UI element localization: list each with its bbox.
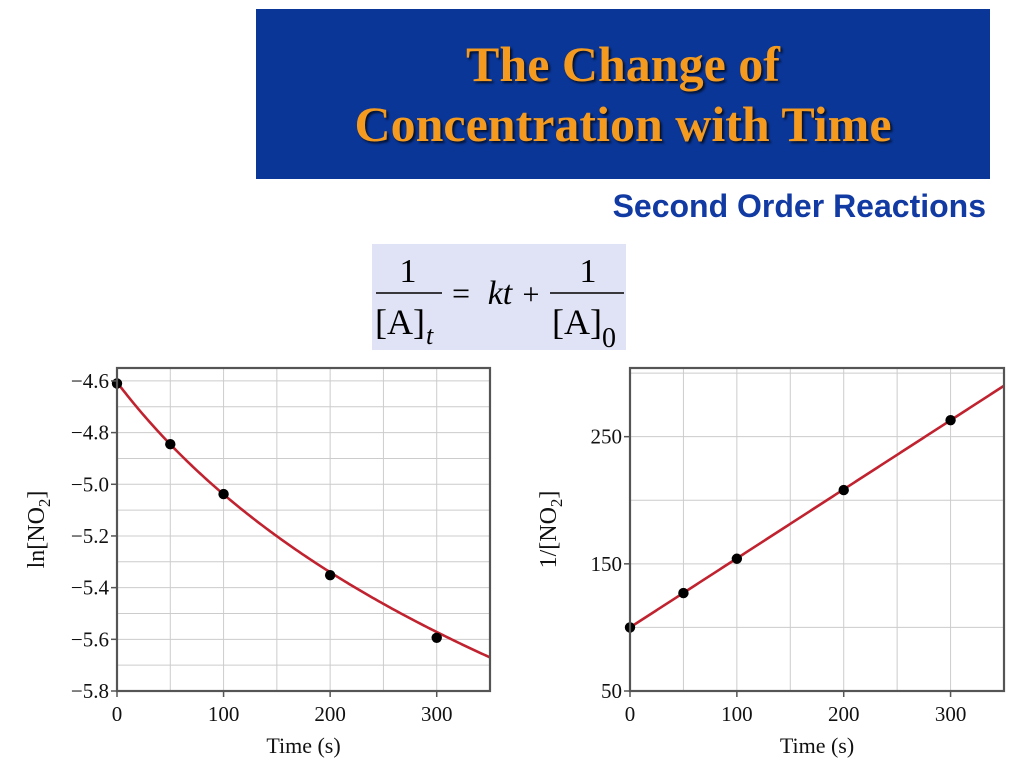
ln-no2-chart: −4.6 −4.8 −5.0 −5.2 −5.4 −5.6 −5.80 100 200 300 Ti… (24, 366, 492, 758)
y-tick-label: −4.8 (71, 421, 109, 445)
fit-curve (115, 381, 491, 659)
plot-area (117, 368, 490, 691)
data-point (431, 632, 442, 643)
x-axis-label: Time (s) (780, 733, 854, 758)
title-line-1: The Change of (466, 36, 780, 92)
data-point (945, 414, 956, 426)
plot-frame (115, 366, 492, 693)
y-tick-label: −4.6 (71, 369, 109, 393)
inverse-no2-chart: 50 150 250 0 100 200 300 Time (s) 1/[NO2] (536, 366, 1006, 758)
x-tick-label: 0 (625, 702, 636, 726)
x-tick-label: 300 (421, 702, 453, 726)
fit-curve (629, 384, 1005, 629)
eq-rhs-subscript: 0 (602, 323, 616, 350)
title-banner: The Change of Concentration with Time (256, 9, 990, 179)
eq-lhs-numerator: 1 (400, 253, 417, 290)
y-tick-label: −5.6 (71, 627, 109, 651)
y-axis-label: ln[NO2] (24, 491, 54, 569)
rate-law-equation: 1 [A] t = kt + 1 [A] 0 (372, 244, 626, 354)
eq-rhs-numerator: 1 (580, 253, 597, 290)
eq-rhs-denominator: [A] (552, 302, 602, 342)
data-point (218, 488, 229, 500)
y-tick-label: −5.4 (71, 576, 110, 600)
title-line-2: Concentration with Time (354, 96, 892, 152)
subtitle: Second Order Reactions (612, 188, 986, 224)
plot-frame (628, 366, 1006, 693)
x-tick-label: 200 (314, 702, 346, 726)
x-axis-label: Time (s) (266, 733, 340, 758)
x-tick-label: 100 (208, 702, 240, 726)
data-point (324, 570, 336, 581)
x-tick-label: 200 (828, 702, 860, 726)
y-tick-label: 250 (591, 425, 623, 449)
y-tick-label: −5.8 (71, 679, 109, 703)
eq-kt: kt (488, 275, 514, 312)
data-point (838, 484, 849, 496)
eq-lhs-denominator: [A] (375, 302, 425, 342)
x-tick-label: 0 (112, 702, 123, 726)
data-point (165, 439, 176, 450)
y-tick-label: 50 (601, 679, 622, 703)
x-tick-label: 300 (935, 702, 967, 726)
y-tick-label: −5.0 (71, 472, 109, 496)
eq-lhs-subscript: t (426, 321, 434, 350)
y-tick-label: 150 (591, 552, 623, 576)
eq-plus: + (523, 278, 540, 311)
data-point (678, 587, 689, 599)
x-tick-label: 100 (721, 702, 753, 726)
data-point (731, 553, 743, 564)
eq-equals: = (452, 275, 470, 311)
y-tick-label: −5.2 (71, 524, 109, 548)
y-axis-label: 1/[NO2] (536, 491, 566, 569)
plot-area (630, 368, 1004, 691)
